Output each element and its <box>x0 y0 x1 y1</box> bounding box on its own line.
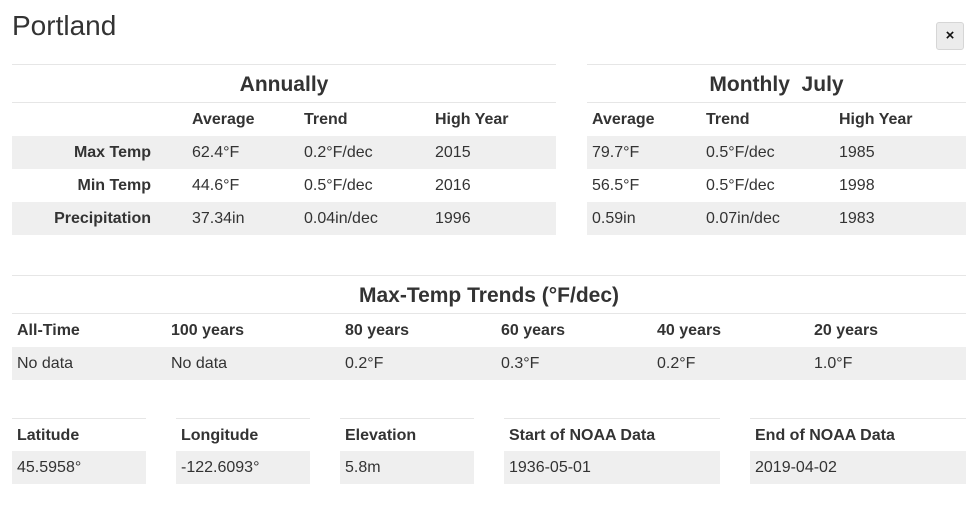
elevation-label: Elevation <box>340 418 474 451</box>
page-title: Portland <box>12 10 117 41</box>
trend-value: 0.2°F <box>345 355 384 372</box>
annual-col-label <box>12 103 187 136</box>
trend-cell: 0.04in/dec <box>304 210 378 227</box>
trend-cell: 0.2°F/dec <box>304 144 373 161</box>
trends-col: 60 years <box>501 322 566 339</box>
trend-cell: 0.5°F/dec <box>706 144 775 161</box>
annual-header-row: Average Trend High Year <box>12 103 556 136</box>
trends-col: 40 years <box>657 322 722 339</box>
table-row: Max Temp 62.4°F 0.2°F/dec 2015 <box>12 136 556 169</box>
trend-cell: 0.5°F/dec <box>706 177 775 194</box>
row-label: Max Temp <box>73 144 151 161</box>
average-cell: 56.5°F <box>592 177 640 194</box>
trends-col: All-Time <box>17 322 80 339</box>
trend-value: No data <box>17 355 74 372</box>
table-row: 56.5°F 0.5°F/dec 1998 <box>587 169 966 202</box>
trends-col: 20 years <box>814 322 879 339</box>
trends-title: Max-Temp Trends (°F/dec) <box>12 275 966 314</box>
row-label: Precipitation <box>54 210 151 227</box>
latitude-label: Latitude <box>12 418 146 451</box>
longitude-box: Longitude -122.6093° <box>176 418 310 484</box>
monthly-col-average: Average <box>592 111 655 128</box>
close-button[interactable]: × <box>936 22 964 50</box>
trend-cell: 0.07in/dec <box>706 210 780 227</box>
table-row: 0.59in 0.07in/dec 1983 <box>587 202 966 235</box>
table-row: Precipitation 37.34in 0.04in/dec 1996 <box>12 202 556 235</box>
monthly-title: Monthly July <box>587 64 966 103</box>
end-noaa-label: End of NOAA Data <box>750 418 966 451</box>
start-noaa-box: Start of NOAA Data 1936-05-01 <box>504 418 720 484</box>
longitude-label: Longitude <box>176 418 310 451</box>
table-row: 79.7°F 0.5°F/dec 1985 <box>587 136 966 169</box>
longitude-value: -122.6093° <box>176 451 310 484</box>
elevation-box: Elevation 5.8m <box>340 418 474 484</box>
trends-panel: Max-Temp Trends (°F/dec) All-Time 100 ye… <box>12 275 966 380</box>
average-cell: 44.6°F <box>192 177 240 194</box>
average-cell: 62.4°F <box>192 144 240 161</box>
monthly-col-high-year: High Year <box>839 111 913 128</box>
end-noaa-box: End of NOAA Data 2019-04-02 <box>750 418 966 484</box>
row-label: Min Temp <box>77 177 151 194</box>
trends-col: 100 years <box>171 322 244 339</box>
trend-cell: 0.5°F/dec <box>304 177 373 194</box>
trend-value: 0.2°F <box>657 355 696 372</box>
high-year-cell: 1983 <box>839 210 875 227</box>
trend-value: 0.3°F <box>501 355 540 372</box>
monthly-header-row: Average Trend High Year <box>587 103 966 136</box>
annual-title: Annually <box>12 64 556 103</box>
monthly-panel: Monthly July Average Trend High Year 79.… <box>587 64 966 235</box>
end-noaa-value: 2019-04-02 <box>750 451 966 484</box>
average-cell: 79.7°F <box>592 144 640 161</box>
latitude-value: 45.5958° <box>12 451 146 484</box>
high-year-cell: 2016 <box>435 177 471 194</box>
annual-col-trend: Trend <box>304 111 348 128</box>
trends-col: 80 years <box>345 322 410 339</box>
high-year-cell: 1998 <box>839 177 875 194</box>
average-cell: 37.34in <box>192 210 245 227</box>
trend-value: 1.0°F <box>814 355 853 372</box>
table-row: Min Temp 44.6°F 0.5°F/dec 2016 <box>12 169 556 202</box>
high-year-cell: 1996 <box>435 210 471 227</box>
annual-col-average: Average <box>192 111 255 128</box>
start-noaa-label: Start of NOAA Data <box>504 418 720 451</box>
latitude-box: Latitude 45.5958° <box>12 418 146 484</box>
annual-col-high-year: High Year <box>435 111 509 128</box>
monthly-col-trend: Trend <box>706 111 750 128</box>
start-noaa-value: 1936-05-01 <box>504 451 720 484</box>
high-year-cell: 2015 <box>435 144 471 161</box>
elevation-value: 5.8m <box>340 451 474 484</box>
average-cell: 0.59in <box>592 210 636 227</box>
trends-header-row: All-Time 100 years 80 years 60 years 40 … <box>12 314 966 347</box>
high-year-cell: 1985 <box>839 144 875 161</box>
trend-value: No data <box>171 355 228 372</box>
annual-panel: Annually Average Trend High Year Max Tem… <box>12 64 556 235</box>
table-row: No data No data 0.2°F 0.3°F 0.2°F 1.0°F <box>12 347 966 380</box>
